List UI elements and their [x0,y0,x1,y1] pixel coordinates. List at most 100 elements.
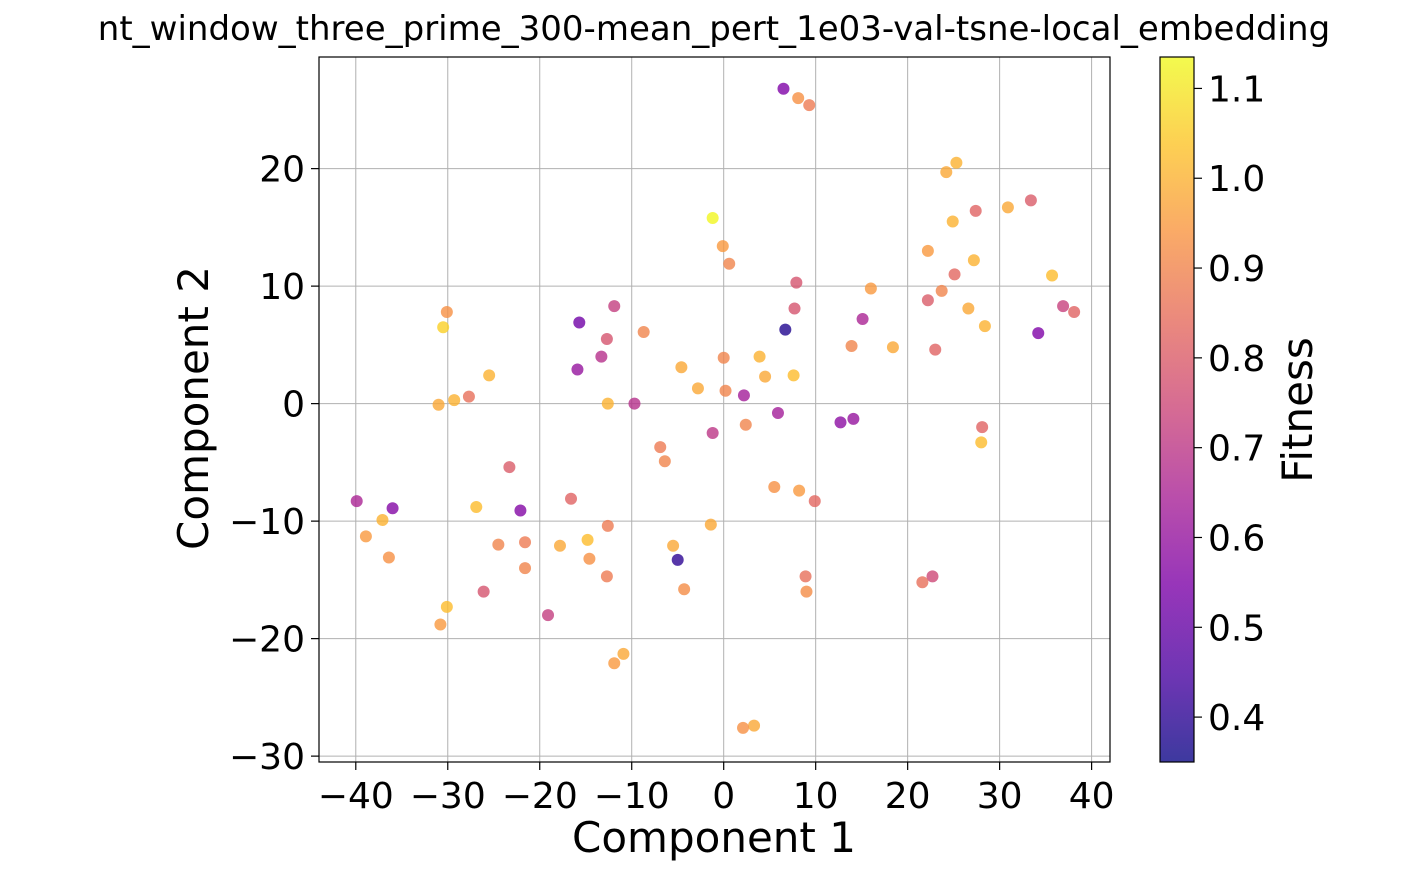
data-point-36 [595,350,608,363]
data-point-91 [440,600,453,613]
data-point-97 [737,721,750,734]
data-point-59 [975,436,988,449]
data-point-14 [1046,269,1059,282]
data-point-94 [617,647,630,660]
data-point-64 [793,484,806,497]
colorbar-tick-label-2: 0.6 [1208,518,1265,559]
data-point-53 [771,407,784,420]
data-point-61 [658,455,671,468]
data-point-96 [748,719,761,732]
data-point-8 [1001,201,1014,214]
y-tick-label-2: −10 [229,502,305,543]
data-point-90 [477,585,490,598]
data-point-37 [571,363,584,376]
y-tick-label-3: 0 [282,385,305,426]
data-point-84 [600,570,613,583]
y-tick-label-5: 20 [259,150,305,191]
data-point-79 [667,539,680,552]
data-point-21 [1068,305,1081,318]
y-axis-label: Component 2 [169,266,218,550]
data-point-78 [553,539,566,552]
data-point-39 [675,361,688,374]
data-point-20 [1057,300,1070,313]
colorbar-label: Fitness [1273,337,1322,482]
colorbar-ticks: 0.4 0.5 0.6 0.7 0.8 0.9 1.0 1.1 [1194,69,1265,739]
data-point-19 [962,302,975,315]
data-point-47 [737,389,750,402]
x-tick-label-5: 10 [793,776,839,817]
data-point-1 [792,92,805,105]
data-point-35 [600,333,613,345]
data-point-34 [608,300,621,313]
data-point-83 [519,562,532,575]
data-point-9 [1024,194,1037,207]
data-point-95 [608,657,621,670]
data-point-32 [437,321,450,334]
x-tick-label-6: 20 [885,776,931,817]
data-point-62 [503,461,516,474]
data-point-75 [581,533,594,546]
data-point-77 [492,538,505,551]
colorbar-tick-label-4: 0.8 [1208,339,1265,380]
data-point-27 [779,323,792,336]
data-point-92 [542,609,555,622]
data-point-73 [601,519,614,532]
data-point-16 [864,282,877,295]
data-point-60 [654,441,667,454]
data-point-65 [808,495,821,508]
data-point-24 [856,313,869,326]
x-axis-label: Component 1 [572,813,856,862]
data-point-71 [376,513,389,526]
data-points [350,82,1081,734]
data-point-29 [886,341,899,354]
data-point-56 [739,418,752,431]
data-point-22 [978,320,991,333]
x-tick-label-8: 40 [1069,776,1115,817]
data-point-80 [382,551,395,564]
x-tick-label-7: 30 [977,776,1023,817]
data-point-11 [946,215,959,228]
data-point-5 [723,257,736,270]
data-point-58 [706,427,719,439]
data-point-70 [514,504,527,517]
colorbar [1160,57,1194,762]
data-point-30 [929,343,942,356]
data-point-68 [386,502,399,515]
data-point-72 [704,518,717,531]
data-point-81 [583,552,596,565]
data-point-45 [691,382,704,395]
data-point-51 [601,397,614,410]
data-point-25 [790,276,803,289]
data-point-13 [967,254,980,267]
data-point-48 [462,390,475,403]
y-tick-label-0: −30 [229,737,305,778]
data-point-40 [717,351,730,364]
data-point-88 [678,583,691,596]
data-point-93 [434,618,447,631]
data-point-3 [706,211,719,224]
data-point-85 [799,570,812,583]
x-tick-label-4: 0 [712,776,735,817]
data-point-69 [470,501,483,514]
y-axis-ticks: −30 −20 −10 0 10 20 [229,150,319,778]
data-point-67 [350,495,363,508]
x-axis-ticks: −40 −30 −20 −10 0 10 20 30 40 [318,762,1115,817]
x-tick-label-1: −30 [410,776,486,817]
data-point-66 [565,492,578,505]
data-point-38 [637,325,650,338]
data-point-28 [845,340,858,353]
data-point-41 [753,350,766,363]
data-point-87 [916,576,929,589]
data-point-49 [448,394,461,407]
colorbar-tick-label-1: 0.5 [1208,608,1265,649]
data-point-17 [935,284,948,297]
data-point-0 [777,82,790,95]
data-point-10 [969,204,982,217]
data-point-52 [628,397,641,410]
data-point-57 [976,421,989,434]
x-tick-label-2: −20 [502,776,578,817]
data-point-46 [719,384,732,397]
data-point-86 [926,570,939,583]
y-tick-label-4: 10 [259,267,305,308]
